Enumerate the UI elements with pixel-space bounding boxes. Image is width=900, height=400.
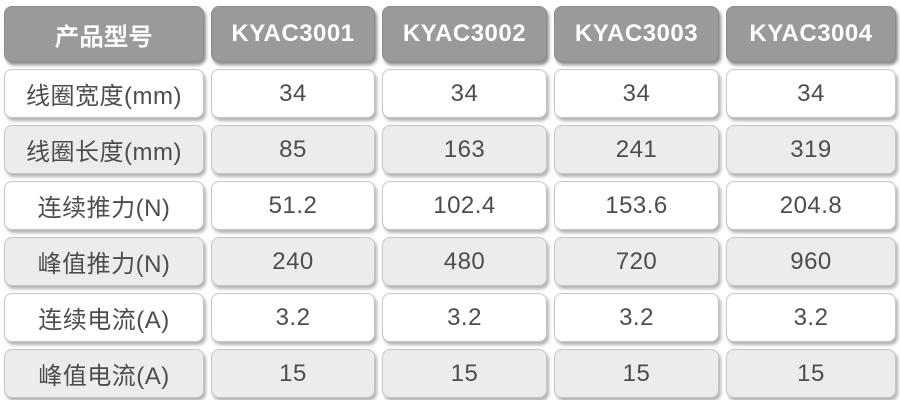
header-cell-model-4: KYAC3004 — [726, 6, 896, 62]
value-cell: 3.2 — [554, 293, 719, 342]
header-cell-model-2: KYAC3002 — [382, 6, 547, 62]
value-cell: 163 — [382, 125, 547, 174]
value-cell: 15 — [554, 349, 719, 398]
value-cell: 240 — [211, 237, 375, 286]
value-cell: 960 — [726, 237, 896, 286]
row-label-continuous-current: 连续电流(A) — [4, 293, 204, 342]
header-cell-model-3: KYAC3003 — [554, 6, 719, 62]
value-cell: 15 — [726, 349, 896, 398]
value-cell: 3.2 — [382, 293, 547, 342]
value-cell: 15 — [382, 349, 547, 398]
row-label-coil-length: 线圈长度(mm) — [4, 125, 204, 174]
header-cell-product-model: 产品型号 — [4, 6, 204, 62]
value-cell: 85 — [211, 125, 375, 174]
value-cell: 34 — [382, 69, 547, 118]
value-cell: 153.6 — [554, 181, 719, 230]
value-cell: 720 — [554, 237, 719, 286]
value-cell: 204.8 — [726, 181, 896, 230]
value-cell: 102.4 — [382, 181, 547, 230]
value-cell: 241 — [554, 125, 719, 174]
row-label-peak-current: 峰值电流(A) — [4, 349, 204, 398]
header-cell-model-1: KYAC3001 — [211, 6, 375, 62]
value-cell: 319 — [726, 125, 896, 174]
value-cell: 15 — [211, 349, 375, 398]
value-cell: 34 — [554, 69, 719, 118]
row-label-peak-thrust: 峰值推力(N) — [4, 237, 204, 286]
value-cell: 480 — [382, 237, 547, 286]
value-cell: 51.2 — [211, 181, 375, 230]
value-cell: 3.2 — [211, 293, 375, 342]
value-cell: 34 — [726, 69, 896, 118]
value-cell: 34 — [211, 69, 375, 118]
row-label-continuous-thrust: 连续推力(N) — [4, 181, 204, 230]
row-label-coil-width: 线圈宽度(mm) — [4, 69, 204, 118]
value-cell: 3.2 — [726, 293, 896, 342]
